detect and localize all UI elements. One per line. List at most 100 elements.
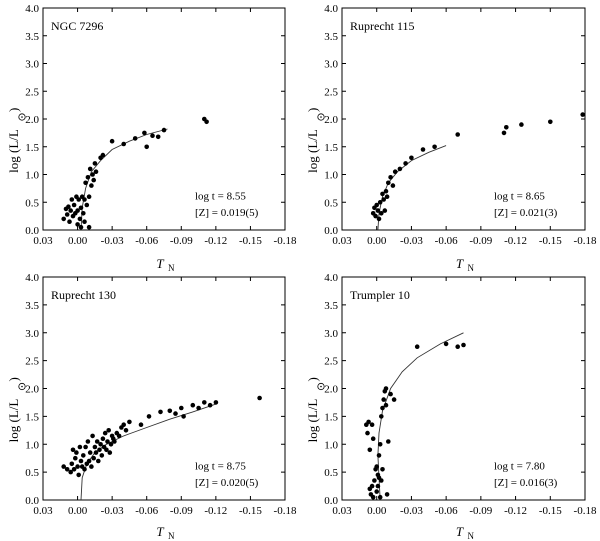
data-point — [68, 208, 73, 213]
x-tick-label: -0.09 — [469, 505, 492, 517]
data-point — [501, 130, 507, 136]
panel-title: Ruprecht 115 — [350, 19, 415, 33]
data-point — [82, 219, 87, 224]
data-point — [202, 400, 207, 405]
data-point — [367, 447, 373, 453]
y-tick-label: 2.0 — [324, 114, 338, 126]
data-point — [414, 344, 420, 350]
x-tick-label: -0.03 — [400, 505, 423, 517]
x-axis-title: T — [156, 256, 164, 271]
y-axis-title: log (L/L — [305, 129, 320, 173]
data-point — [379, 211, 384, 216]
x-tick-label: 0.03 — [332, 505, 352, 517]
x-tick-label: -0.12 — [204, 235, 227, 247]
y-tick-label: 3.5 — [324, 300, 338, 312]
panel-title: NGC 7296 — [51, 19, 103, 33]
data-point — [92, 444, 98, 450]
data-point — [82, 467, 87, 472]
y-tick-label: 2.0 — [25, 384, 39, 396]
data-point — [397, 166, 403, 172]
data-point — [383, 402, 389, 408]
data-point — [179, 405, 184, 411]
y-tick-label: 4.0 — [25, 272, 39, 284]
x-tick-label: -0.06 — [435, 505, 458, 517]
sun-symbol-icon — [18, 382, 26, 391]
y-tick-label: 3.0 — [324, 328, 338, 340]
data-point — [580, 112, 585, 117]
data-point — [76, 197, 81, 202]
data-point — [96, 458, 101, 464]
data-point — [81, 453, 86, 458]
data-point — [138, 422, 144, 428]
y-tick-label: 3.0 — [25, 328, 39, 340]
data-point — [85, 439, 91, 444]
x-tick-label: -0.18 — [574, 235, 597, 247]
data-point — [106, 428, 111, 433]
data-point — [92, 161, 98, 166]
data-point — [144, 144, 149, 150]
data-point — [374, 202, 380, 208]
data-point — [100, 152, 106, 158]
data-point — [100, 436, 106, 442]
data-point — [377, 200, 383, 205]
data-point — [161, 127, 167, 133]
data-point — [377, 442, 383, 447]
sun-symbol-dot — [320, 116, 322, 118]
y-tick-label: 3.5 — [25, 31, 39, 43]
data-point — [93, 169, 99, 174]
x-tick-label: -0.03 — [101, 505, 124, 517]
y-axis-title-group: log (L/L) — [6, 377, 26, 442]
sun-symbol-dot — [21, 385, 23, 388]
data-point — [85, 175, 91, 180]
y-tick-label: 1.0 — [25, 170, 39, 182]
y-tick-label: 3.5 — [324, 31, 338, 43]
x-axis-subscript: N — [468, 531, 475, 541]
data-point — [69, 197, 75, 202]
data-point — [94, 439, 100, 444]
data-point — [132, 136, 138, 141]
data-point — [109, 138, 115, 144]
data-point — [443, 341, 449, 347]
y-axis-title-group: log (L/L) — [6, 108, 26, 173]
x-tick-label: 0.00 — [68, 505, 88, 517]
y-axis-title-close: ) — [305, 108, 320, 112]
age-annotation: log t = 8.75 — [195, 460, 246, 472]
metallicity-annotation: [Z] = 0.016(3) — [494, 477, 558, 489]
x-axis-subscript: N — [468, 263, 475, 273]
data-point — [461, 342, 466, 348]
data-point — [77, 216, 83, 222]
panel-title: Ruprecht 130 — [51, 288, 116, 302]
panel-ngc-7296: 0.03 0.00 -0.03 -0.06 -0.09 -0.12 -0.15 -0.18 0.… — [6, 3, 297, 273]
data-point — [116, 433, 122, 439]
data-point — [455, 344, 461, 350]
x-tick-label: -0.06 — [135, 235, 158, 247]
data-point — [90, 433, 95, 439]
sun-symbol-dot — [21, 116, 23, 118]
data-point — [112, 439, 117, 444]
data-point — [409, 155, 414, 161]
data-point — [127, 419, 132, 425]
y-axis-title-group: log (L/L) — [305, 108, 325, 173]
x-tick-label: 0.00 — [367, 505, 387, 517]
data-point — [83, 444, 88, 450]
data-point — [504, 125, 509, 130]
data-point — [374, 464, 380, 469]
data-point — [78, 224, 84, 230]
data-point — [99, 453, 105, 458]
data-point — [67, 219, 72, 224]
data-point — [455, 132, 461, 137]
data-point — [381, 397, 387, 402]
data-point — [403, 161, 408, 166]
data-point — [69, 461, 75, 467]
data-point — [104, 447, 109, 453]
y-axis-title-close: ) — [305, 377, 320, 381]
age-annotation: log t = 8.55 — [195, 190, 246, 202]
data-point — [75, 208, 80, 213]
data-point — [83, 180, 88, 186]
data-point — [61, 216, 66, 222]
data-point — [519, 122, 524, 127]
data-point — [78, 205, 84, 211]
data-point — [68, 469, 73, 475]
data-point — [108, 442, 114, 447]
y-tick-label: 0.0 — [25, 225, 39, 237]
